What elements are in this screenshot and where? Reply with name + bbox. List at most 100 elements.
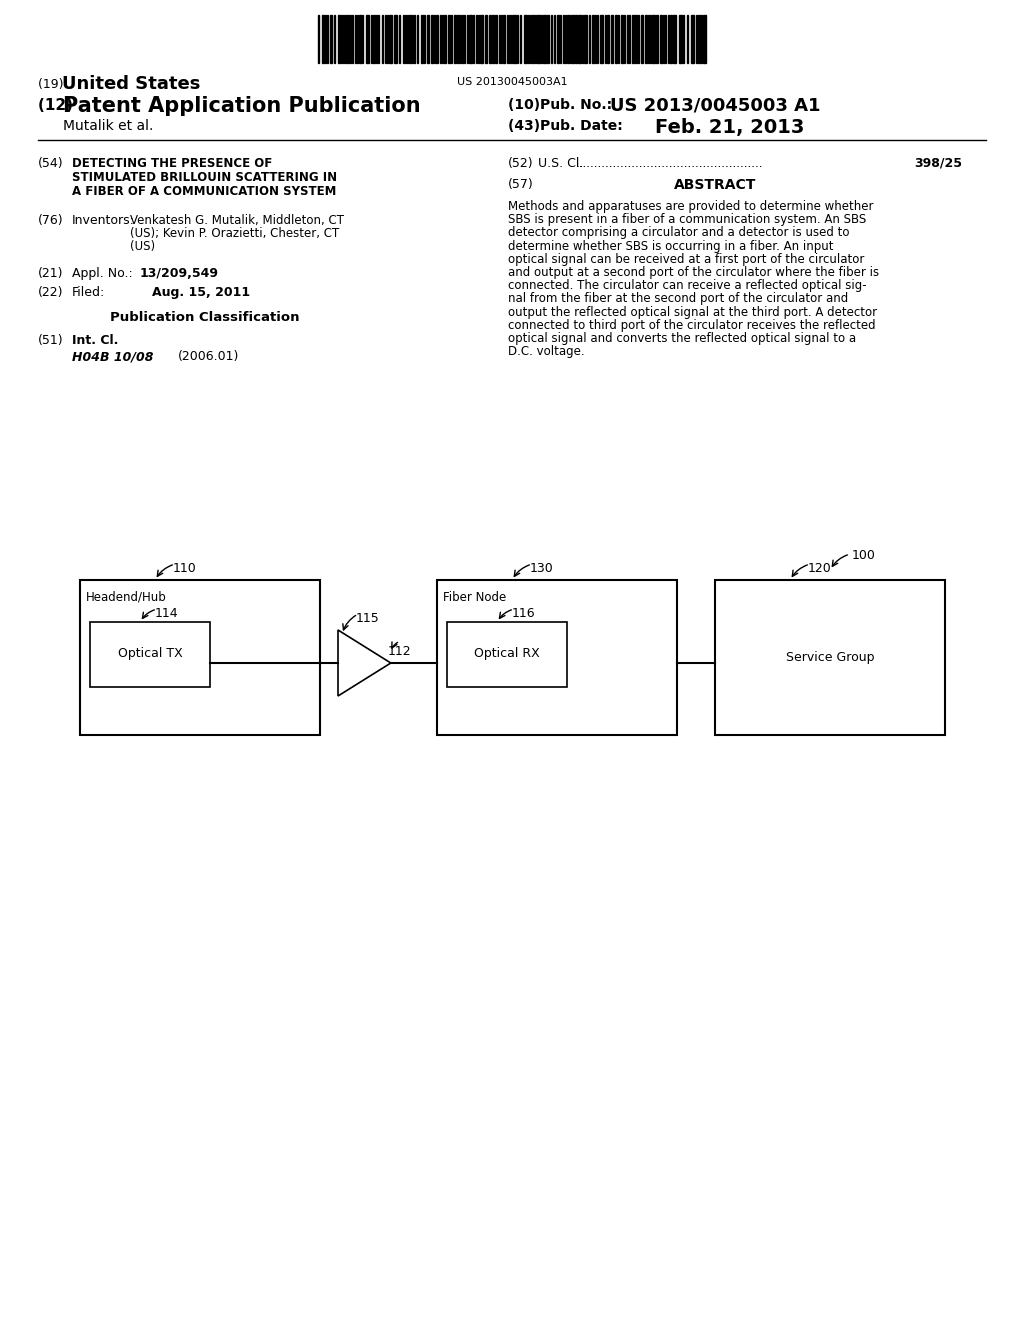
Text: Inventors:: Inventors: bbox=[72, 214, 135, 227]
Bar bbox=[322, 15, 324, 63]
Bar bbox=[592, 15, 594, 63]
Bar bbox=[480, 15, 483, 63]
Text: (US): (US) bbox=[130, 240, 155, 253]
Text: Methods and apparatuses are provided to determine whether: Methods and apparatuses are provided to … bbox=[508, 201, 873, 213]
Text: 116: 116 bbox=[512, 607, 536, 620]
Text: DETECTING THE PRESENCE OF: DETECTING THE PRESENCE OF bbox=[72, 157, 272, 170]
Bar bbox=[495, 15, 497, 63]
Bar bbox=[359, 15, 361, 63]
Text: Appl. No.:: Appl. No.: bbox=[72, 267, 133, 280]
Text: US 20130045003A1: US 20130045003A1 bbox=[457, 77, 567, 87]
Bar bbox=[513, 15, 516, 63]
Text: United States: United States bbox=[62, 75, 201, 92]
Text: D.C. voltage.: D.C. voltage. bbox=[508, 346, 585, 358]
Bar bbox=[485, 15, 487, 63]
Text: Fiber Node: Fiber Node bbox=[443, 591, 506, 605]
Bar bbox=[691, 15, 694, 63]
Bar bbox=[366, 15, 369, 63]
Text: Feb. 21, 2013: Feb. 21, 2013 bbox=[655, 117, 805, 137]
Text: A FIBER OF A COMMUNICATION SYSTEM: A FIBER OF A COMMUNICATION SYSTEM bbox=[72, 185, 336, 198]
Text: (52): (52) bbox=[508, 157, 534, 170]
Bar bbox=[652, 15, 655, 63]
Text: nal from the fiber at the second port of the circulator and: nal from the fiber at the second port of… bbox=[508, 293, 848, 305]
Text: Filed:: Filed: bbox=[72, 286, 105, 300]
Text: (12): (12) bbox=[38, 98, 78, 114]
Text: and output at a second port of the circulator where the fiber is: and output at a second port of the circu… bbox=[508, 267, 880, 279]
Text: 120: 120 bbox=[808, 562, 831, 576]
Bar bbox=[338, 15, 340, 63]
Bar bbox=[421, 15, 423, 63]
Bar bbox=[615, 15, 617, 63]
Bar bbox=[656, 15, 658, 63]
Bar bbox=[90, 622, 210, 686]
Bar bbox=[537, 15, 540, 63]
Bar bbox=[394, 15, 397, 63]
Bar bbox=[454, 15, 456, 63]
Bar bbox=[431, 15, 433, 63]
Text: Aug. 15, 2011: Aug. 15, 2011 bbox=[152, 286, 250, 300]
Bar bbox=[703, 15, 706, 63]
Text: SBS is present in a fiber of a communication system. An SBS: SBS is present in a fiber of a communica… bbox=[508, 214, 866, 226]
Bar bbox=[621, 15, 623, 63]
Text: (2006.01): (2006.01) bbox=[178, 350, 240, 363]
Bar bbox=[330, 15, 332, 63]
Bar bbox=[489, 15, 490, 63]
Bar bbox=[632, 15, 634, 63]
Bar bbox=[543, 15, 546, 63]
Bar bbox=[409, 15, 411, 63]
Text: detector comprising a circulator and a detector is used to: detector comprising a circulator and a d… bbox=[508, 227, 850, 239]
Bar bbox=[557, 15, 559, 63]
Bar bbox=[715, 579, 945, 735]
Bar bbox=[673, 15, 676, 63]
Text: (10): (10) bbox=[508, 98, 545, 112]
Text: optical signal can be received at a first port of the circulator: optical signal can be received at a firs… bbox=[508, 253, 864, 265]
Text: Optical TX: Optical TX bbox=[118, 648, 182, 660]
Bar bbox=[611, 15, 613, 63]
Bar bbox=[373, 15, 375, 63]
Text: Pub. No.:: Pub. No.: bbox=[540, 98, 612, 112]
Bar bbox=[449, 15, 450, 63]
Text: Headend/Hub: Headend/Hub bbox=[86, 591, 167, 605]
Bar bbox=[469, 15, 472, 63]
Bar bbox=[584, 15, 587, 63]
Text: Venkatesh G. Mutalik, Middleton, CT: Venkatesh G. Mutalik, Middleton, CT bbox=[130, 214, 344, 227]
Text: Optical RX: Optical RX bbox=[474, 648, 540, 660]
Bar bbox=[389, 15, 392, 63]
Bar bbox=[578, 15, 581, 63]
Text: Int. Cl.: Int. Cl. bbox=[72, 334, 119, 347]
Text: 115: 115 bbox=[356, 612, 380, 624]
Text: 114: 114 bbox=[155, 607, 178, 620]
Bar bbox=[670, 15, 672, 63]
Bar bbox=[532, 15, 534, 63]
Text: Mutalik et al.: Mutalik et al. bbox=[63, 119, 154, 133]
Bar bbox=[437, 579, 677, 735]
Text: (US); Kevin P. Orazietti, Chester, CT: (US); Kevin P. Orazietti, Chester, CT bbox=[130, 227, 339, 240]
Text: (22): (22) bbox=[38, 286, 63, 300]
Text: determine whether SBS is occurring in a fiber. An input: determine whether SBS is occurring in a … bbox=[508, 240, 834, 252]
Bar bbox=[607, 15, 609, 63]
Text: 13/209,549: 13/209,549 bbox=[140, 267, 219, 280]
Bar bbox=[575, 15, 577, 63]
Text: Patent Application Publication: Patent Application Publication bbox=[63, 96, 421, 116]
Bar bbox=[547, 15, 549, 63]
Text: ..................................................: ........................................… bbox=[575, 157, 764, 170]
Text: STIMULATED BRILLOUIN SCATTERING IN: STIMULATED BRILLOUIN SCATTERING IN bbox=[72, 172, 337, 183]
Text: US 2013/0045003 A1: US 2013/0045003 A1 bbox=[610, 96, 820, 115]
Bar bbox=[524, 15, 527, 63]
Bar bbox=[503, 15, 505, 63]
Text: (54): (54) bbox=[38, 157, 63, 170]
Text: (19): (19) bbox=[38, 78, 68, 91]
Text: ABSTRACT: ABSTRACT bbox=[674, 178, 756, 191]
Bar bbox=[447, 622, 567, 686]
Text: (43): (43) bbox=[508, 119, 545, 133]
Bar bbox=[660, 15, 662, 63]
Text: 112: 112 bbox=[388, 645, 412, 657]
Text: 398/25: 398/25 bbox=[914, 157, 962, 170]
Text: Pub. Date:: Pub. Date: bbox=[540, 119, 623, 133]
Text: 130: 130 bbox=[530, 562, 554, 576]
Bar bbox=[80, 579, 319, 735]
Text: output the reflected optical signal at the third port. A detector: output the reflected optical signal at t… bbox=[508, 306, 878, 318]
Bar bbox=[645, 15, 647, 63]
Bar bbox=[436, 15, 438, 63]
Bar bbox=[600, 15, 603, 63]
